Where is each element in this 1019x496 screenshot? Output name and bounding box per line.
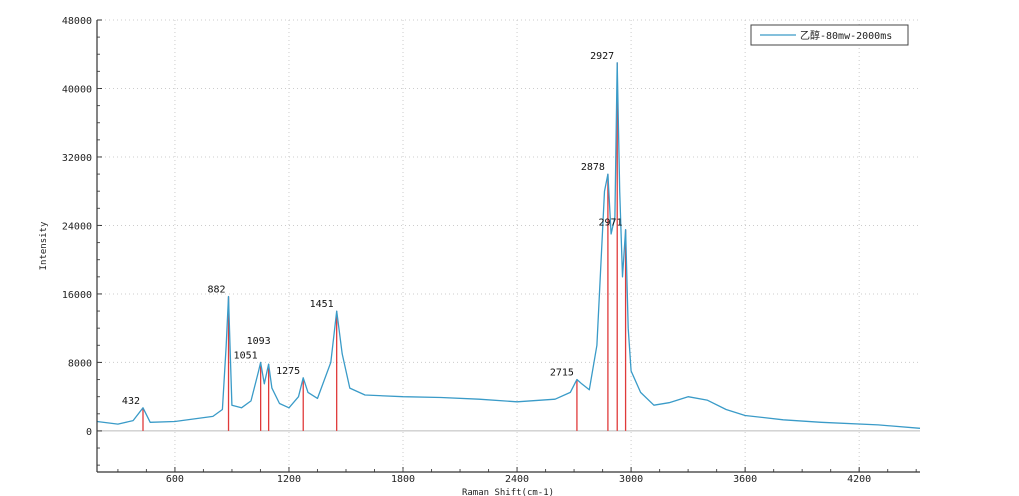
- y-tick-label: 8000: [68, 358, 92, 369]
- y-axis-label: Intensity: [39, 221, 49, 270]
- y-tick-label: 0: [86, 427, 92, 438]
- x-axis-label: Raman Shift(cm-1): [462, 488, 554, 496]
- legend: 乙醇-80mw-2000ms: [750, 24, 909, 46]
- peak-label-1451: 1451: [310, 299, 334, 310]
- x-tick-label: 1200: [277, 474, 301, 485]
- x-tick-label: 4200: [847, 474, 871, 485]
- y-tick-label: 40000: [62, 84, 92, 95]
- peak-label-2878: 2878: [581, 162, 605, 173]
- peak-label-1275: 1275: [276, 366, 300, 377]
- x-tick-label: 1800: [391, 474, 415, 485]
- peak-label-2715: 2715: [550, 368, 574, 379]
- y-tick-label: 16000: [62, 290, 92, 301]
- grid: [97, 19, 920, 472]
- peak-label-2971: 2971: [598, 218, 622, 229]
- x-tick-label: 600: [166, 474, 184, 485]
- x-tick-label: 3000: [619, 474, 643, 485]
- legend-box: [750, 24, 909, 46]
- peak-label-432: 432: [122, 396, 140, 407]
- peak-labels: 432 882 1051 1093 1275 1451 2715 2878 2927 2971: [122, 51, 623, 407]
- peak-label-882: 882: [207, 285, 225, 296]
- peak-label-2927: 2927: [590, 51, 614, 62]
- x-tick-label: 2400: [505, 474, 529, 485]
- series-layer: [96, 62, 921, 429]
- peak-markers: [142, 62, 627, 431]
- legend-entry: 乙醇-80mw-2000ms: [800, 29, 892, 42]
- y-tick-label: 24000: [62, 221, 92, 232]
- peak-label-1051: 1051: [234, 350, 258, 361]
- axes: 600 1200 1800 2400 3000 3600 4200 0 8000 16000 240…: [62, 16, 920, 485]
- y-tick-label: 32000: [62, 153, 92, 164]
- x-tick-label: 3600: [733, 474, 757, 485]
- y-tick-label: 48000: [62, 16, 92, 27]
- spectrum-line: [96, 62, 921, 429]
- peak-label-1093: 1093: [247, 336, 271, 347]
